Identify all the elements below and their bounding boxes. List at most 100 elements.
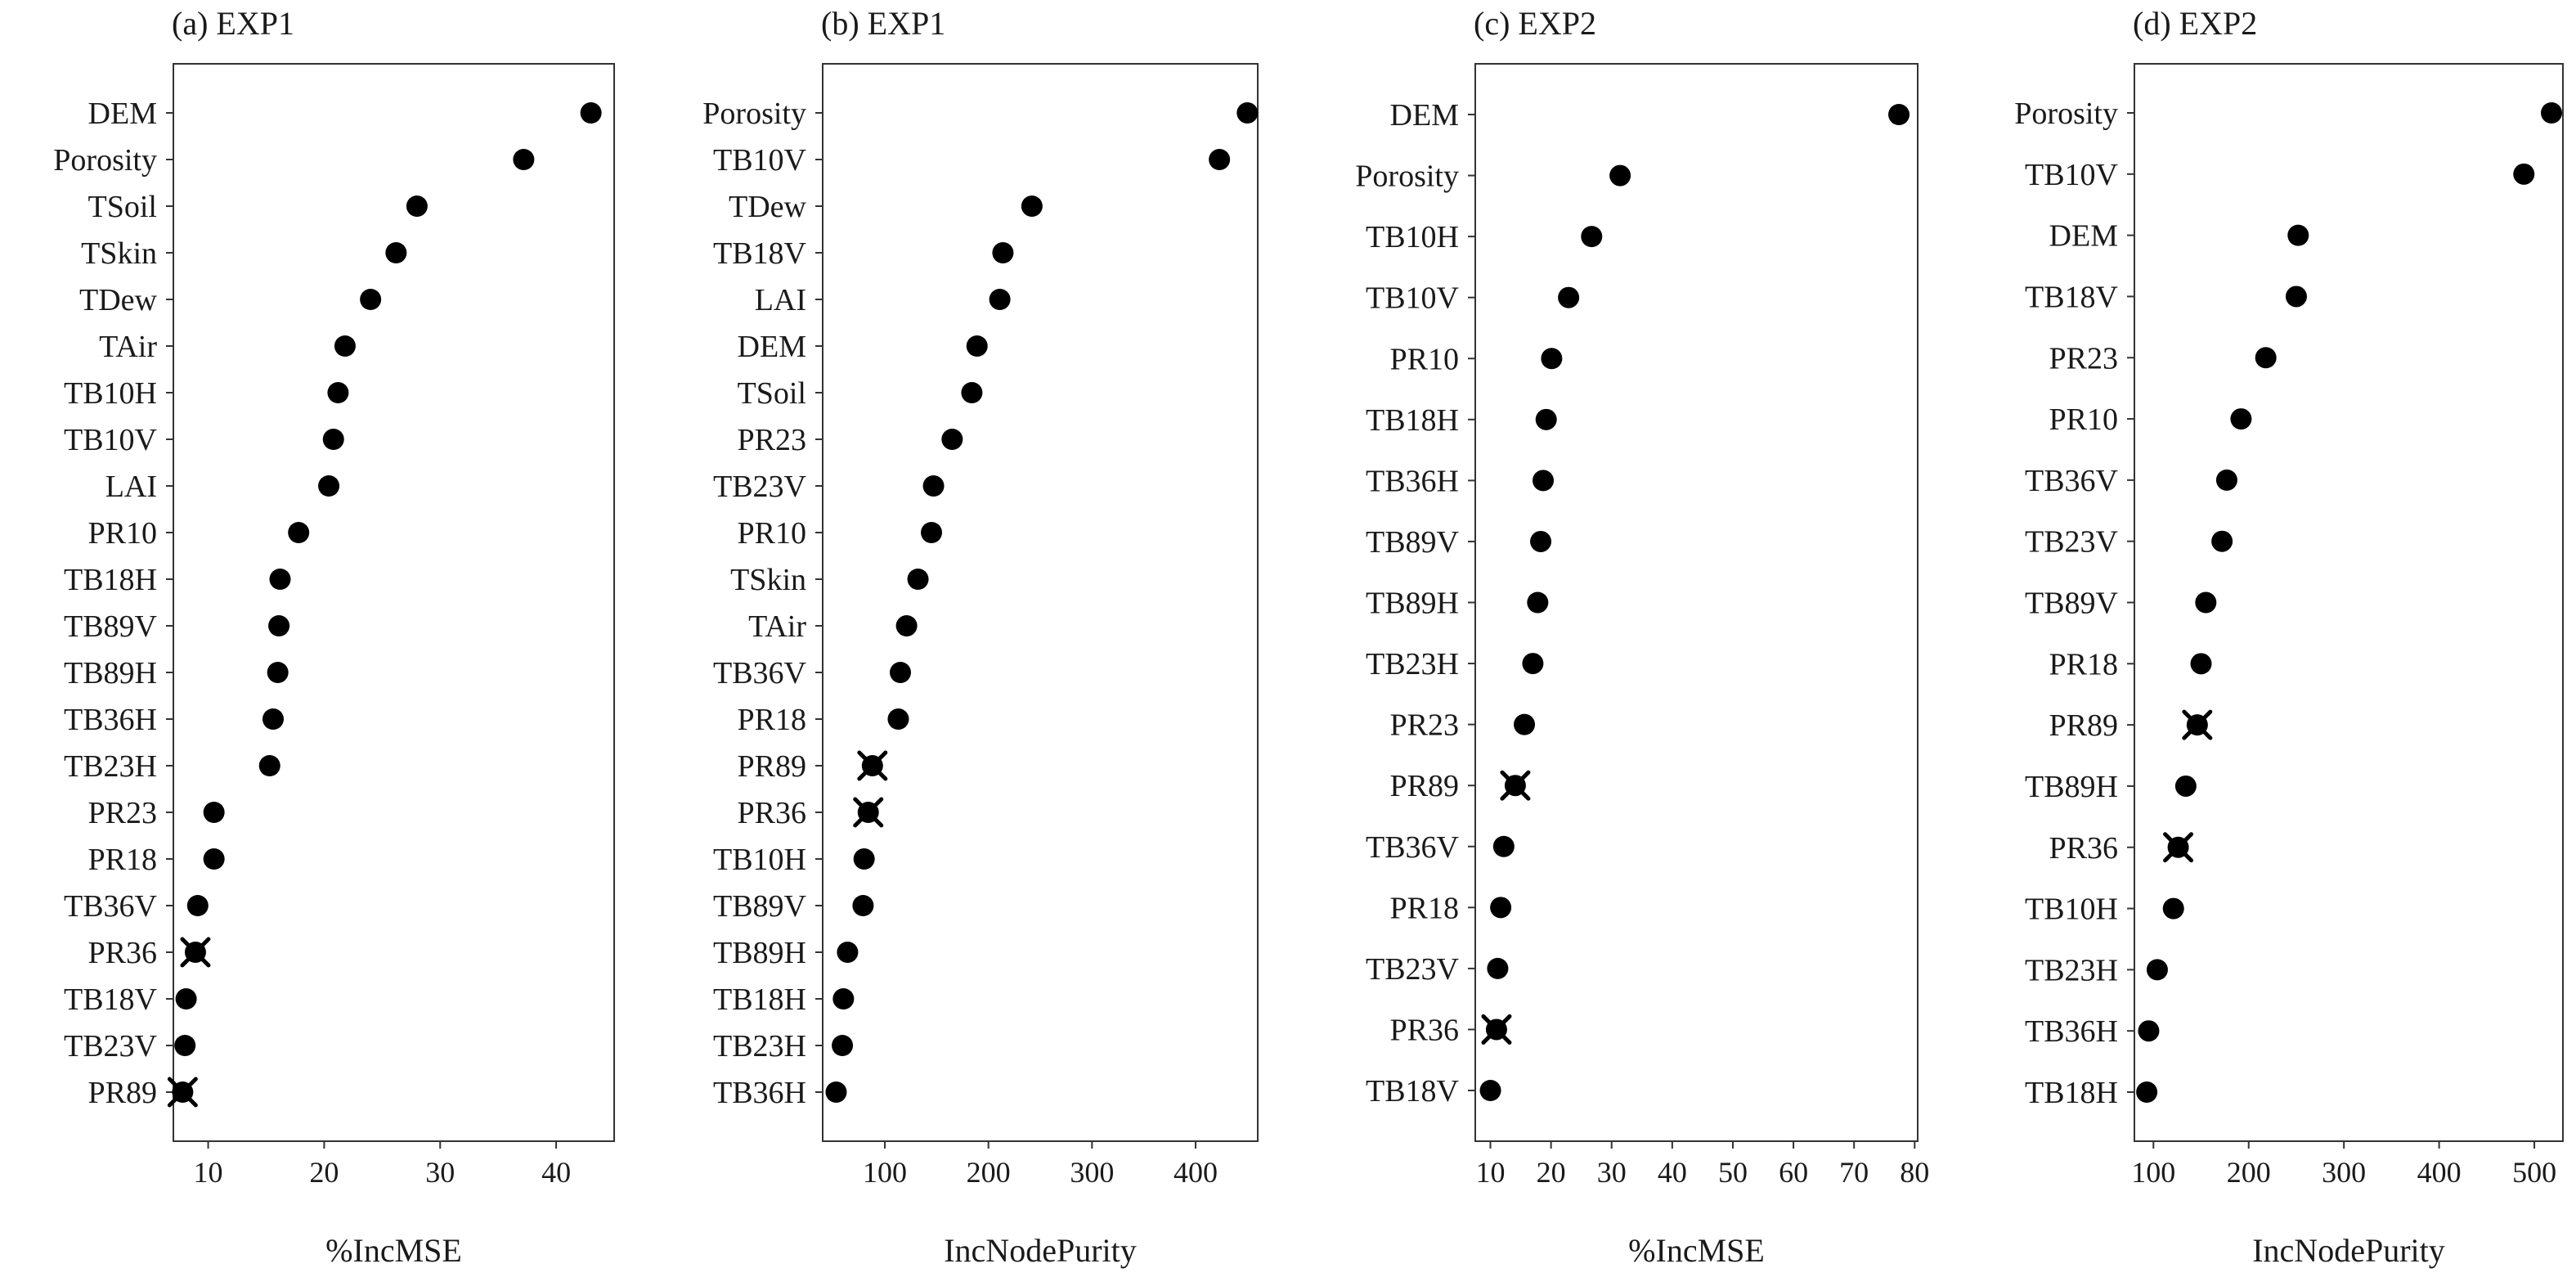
category-label: TB23H	[1366, 647, 1459, 681]
category-label: TAir	[99, 330, 157, 364]
category-label: TB36V	[1366, 830, 1460, 865]
data-point	[1888, 104, 1910, 125]
data-point	[258, 755, 280, 776]
data-point	[941, 429, 963, 450]
category-label: PR18	[738, 703, 806, 737]
category-label: DEM	[2049, 219, 2118, 254]
category-label: TB23V	[2025, 525, 2119, 560]
category-label: TB23V	[1366, 952, 1460, 987]
panel-title: (c) EXP2	[1474, 5, 1596, 42]
panel-title: (d) EXP2	[2133, 5, 2257, 42]
plot-frame	[1474, 63, 1919, 1142]
data-point	[175, 988, 197, 1009]
data-point	[269, 569, 291, 590]
category-label: TDew	[729, 190, 807, 224]
category-label: LAI	[755, 283, 806, 317]
x-tick-label: 200	[967, 1156, 1011, 1189]
data-point	[1541, 348, 1563, 370]
data-point	[992, 242, 1014, 263]
x-tick-label: 100	[2131, 1156, 2175, 1189]
category-label: TB10H	[1366, 220, 1459, 254]
category-label: PR89	[1390, 769, 1459, 803]
category-label: TB89V	[2025, 587, 2119, 621]
x-tick-label: 40	[541, 1156, 571, 1189]
category-label: TB23H	[64, 749, 157, 784]
data-point	[580, 102, 602, 124]
category-label: DEM	[1390, 98, 1459, 133]
data-point	[921, 522, 942, 543]
data-point	[2230, 408, 2252, 430]
x-axis-title: %IncMSE	[1628, 1232, 1765, 1269]
data-point	[832, 988, 855, 1009]
category-label: TSkin	[81, 236, 157, 271]
cross-marker	[857, 750, 888, 781]
category-label: PR36	[88, 936, 157, 970]
x-tick-label: 20	[309, 1156, 339, 1189]
panel-2: (b) EXP1 Porosity TB10V TDew TB18V LAI DEM TSoi…	[702, 5, 1259, 1269]
cross-marker	[180, 937, 211, 968]
category-label: Porosity	[702, 97, 806, 131]
category-label: TB18V	[713, 236, 807, 271]
category-label: TAir	[748, 609, 806, 644]
data-point	[1487, 957, 1509, 979]
x-tick-label: 30	[1597, 1156, 1627, 1189]
data-point	[1609, 164, 1631, 187]
category-label: TB10V	[713, 143, 807, 178]
category-label: TB89H	[713, 936, 806, 970]
category-label: TB10H	[713, 843, 806, 877]
data-point	[853, 848, 875, 870]
category-label: PR23	[2049, 341, 2118, 375]
panel-1: (a) EXP1 DEM Porosity TSoil TSkin TDew TAir TB1…	[53, 5, 616, 1269]
data-point	[989, 289, 1011, 310]
data-point	[961, 382, 983, 403]
category-label: TB36H	[64, 703, 157, 737]
panel-title: (a) EXP1	[172, 5, 294, 42]
category-label: Porosity	[1355, 160, 1459, 194]
category-label: TB10V	[2025, 158, 2119, 192]
category-label: PR89	[88, 1076, 157, 1110]
category-label: TB89H	[2025, 770, 2118, 804]
data-point	[1535, 408, 1557, 430]
data-point	[895, 615, 918, 636]
cross-marker	[167, 1077, 198, 1108]
data-point	[513, 149, 535, 170]
category-label: PR36	[738, 796, 806, 830]
category-label: TB10V	[64, 423, 158, 457]
data-point	[2138, 1020, 2160, 1042]
data-point	[267, 662, 289, 683]
panel-title: (b) EXP1	[821, 5, 945, 42]
category-label: TB23H	[713, 1029, 806, 1063]
category-label: TB18V	[64, 982, 158, 1017]
category-label: PR89	[738, 749, 806, 784]
data-point	[385, 242, 407, 263]
x-tick-label: 10	[194, 1156, 223, 1189]
data-point	[887, 708, 909, 730]
plot-frame	[173, 63, 615, 1142]
category-label: TB89V	[1366, 525, 1460, 560]
category-label: TB18H	[64, 563, 157, 597]
data-point	[327, 382, 349, 403]
category-label: PR10	[88, 516, 157, 551]
data-point	[922, 475, 945, 497]
data-point	[2136, 1081, 2158, 1103]
data-point	[1479, 1080, 1501, 1101]
category-label: PR10	[2049, 402, 2118, 437]
data-point	[1209, 149, 1231, 170]
category-label: TB18H	[2025, 1076, 2118, 1110]
data-point	[2287, 224, 2309, 246]
category-label: PR18	[1390, 891, 1459, 925]
data-point	[1533, 470, 1555, 492]
data-point	[1514, 713, 1536, 735]
category-label: TB36H	[1366, 464, 1459, 498]
data-point	[2541, 102, 2563, 124]
category-label: PR10	[1390, 342, 1459, 376]
category-label: TB36H	[2025, 1014, 2118, 1049]
data-point	[890, 662, 911, 683]
data-point	[288, 522, 310, 543]
x-tick-label: 300	[2322, 1156, 2366, 1189]
category-label: PR10	[738, 516, 806, 551]
category-label: TSoil	[738, 376, 806, 411]
x-tick-label: 20	[1537, 1156, 1566, 1189]
cross-marker	[2163, 832, 2194, 863]
